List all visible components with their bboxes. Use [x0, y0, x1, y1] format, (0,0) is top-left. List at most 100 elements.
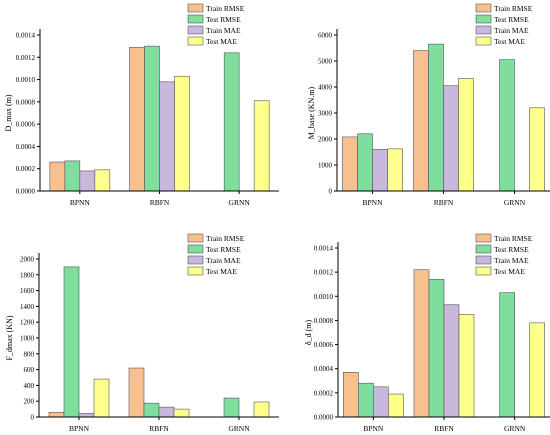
bar-grnn-test-mae: [253, 100, 270, 192]
bar-rbfn-train-mae: [159, 81, 175, 192]
y-tick-label: 0.0004: [314, 365, 334, 373]
bar-rbfn-test-mae: [458, 78, 474, 192]
y-tick-label: 1400: [20, 303, 35, 311]
y-tick-label: 0.0010: [16, 76, 36, 84]
bar-rbfn-test-mae: [174, 75, 190, 192]
y-tick-label: 0.0008: [314, 317, 334, 325]
legend-label: Train RMSE: [494, 234, 533, 243]
chart-panel-3: 0 200 400 600 800 1000 1200 1400 1600 1800 2000 BPN…: [5, 233, 279, 433]
legend-swatch-train-mae: [187, 25, 204, 35]
y-tick-label: 0.0012: [16, 54, 36, 62]
x-tick-label-bpnn: BPNN: [362, 198, 383, 207]
legend-label: Test RMSE: [206, 245, 241, 254]
bar-grnn-test-mae: [529, 322, 545, 418]
bar-rbfn-train-mae: [158, 406, 175, 418]
legend-swatch-test-mae: [187, 36, 204, 46]
legend-swatch-test-rmse: [187, 244, 204, 254]
legend-swatch-train-rmse: [475, 233, 492, 243]
x-tick-label-rbfn: RBFN: [434, 424, 454, 433]
y-tick-label: 600: [24, 366, 35, 374]
legend-swatch-test-rmse: [187, 14, 204, 24]
y-tick-label: 800: [24, 350, 35, 358]
legend-swatch-test-mae: [475, 266, 492, 276]
bar-bpnn-test-rmse: [358, 382, 374, 418]
bar-bpnn-test-mae: [388, 393, 404, 418]
bar-rbfn-train-rmse: [413, 269, 430, 418]
bar-bpnn-test-rmse: [357, 133, 373, 192]
y-tick-label: 4000: [318, 84, 333, 92]
y-tick-label: 400: [24, 382, 35, 390]
x-tick-label-rbfn: RBFN: [149, 424, 169, 433]
bar-bpnn-train-rmse: [48, 411, 65, 418]
chart-panel-2: 0 1000 2000 3000 4000 5000 6000 BPNN RBFN GRNN M_b…: [307, 3, 550, 207]
y-axis-label: M_base (KN.m): [307, 86, 316, 139]
x-tick-label-grnn: GRNN: [504, 424, 526, 433]
bar-rbfn-test-mae: [173, 408, 190, 418]
legend: Train RMSE Test RMSE Train MAE Test MAE: [187, 3, 245, 46]
x-tick-label-bpnn: BPNN: [363, 424, 384, 433]
bar-bpnn-test-rmse: [64, 160, 81, 192]
legend: Train RMSE Test RMSE Train MAE Test MAE: [475, 233, 533, 276]
y-tick-label: 0.0006: [314, 341, 334, 349]
legend-label: Train RMSE: [206, 4, 245, 13]
legend-swatch-train-mae: [187, 255, 204, 265]
y-tick-label: 0.0000: [16, 188, 36, 196]
y-tick-label: 0.0002: [16, 165, 36, 173]
legend-label: Test MAE: [206, 37, 237, 46]
bar-rbfn-train-rmse: [129, 46, 145, 192]
legend-swatch-train-rmse: [475, 3, 492, 13]
bar-grnn-test-rmse: [499, 59, 515, 192]
y-axis-label: δ_d (m): [304, 320, 313, 346]
y-tick-label: 1600: [20, 287, 35, 295]
y-tick-label: 0.0014: [16, 32, 36, 40]
y-tick-label: 6000: [318, 32, 333, 40]
y-axis-label: D_max (m): [4, 94, 13, 131]
legend: Train RMSE Test RMSE Train MAE Test MAE: [475, 3, 533, 46]
y-tick-label: 1800: [20, 271, 35, 279]
legend-label: Train MAE: [494, 26, 529, 35]
bar-grnn-test-rmse: [499, 292, 515, 418]
bar-rbfn-test-rmse: [144, 45, 160, 192]
bar-rbfn-test-rmse: [143, 402, 160, 418]
x-tick-label-rbfn: RBFN: [150, 198, 170, 207]
legend-label: Train MAE: [206, 26, 241, 35]
bar-bpnn-train-mae: [79, 170, 96, 192]
bar-rbfn-train-rmse: [128, 367, 145, 418]
bar-bpnn-test-mae: [387, 148, 403, 192]
bar-rbfn-test-rmse: [428, 279, 445, 418]
bar-grnn-test-mae: [529, 107, 545, 192]
legend-swatch-train-mae: [475, 255, 492, 265]
legend-swatch-train-mae: [475, 25, 492, 35]
legend-label: Train MAE: [494, 256, 529, 265]
legend: Train RMSE Test RMSE Train MAE Test MAE: [187, 233, 245, 276]
bar-bpnn-train-rmse: [343, 372, 359, 418]
bar-bpnn-train-mae: [373, 386, 389, 418]
legend-label: Test MAE: [494, 37, 525, 46]
y-tick-label: 0.0010: [314, 293, 334, 301]
y-tick-label: 0.0004: [16, 143, 36, 151]
y-tick-label: 0: [329, 188, 333, 196]
bar-bpnn-train-mae: [372, 149, 388, 192]
bar-grnn-test-rmse: [223, 52, 240, 192]
legend-label: Test RMSE: [206, 15, 241, 24]
legend-swatch-test-rmse: [475, 14, 492, 24]
legend-label: Test RMSE: [494, 245, 529, 254]
y-tick-label: 1200: [20, 319, 35, 327]
y-tick-label: 0.0006: [16, 121, 36, 129]
bar-bpnn-test-mae: [93, 378, 110, 418]
y-tick-label: 0: [31, 414, 35, 422]
bar-bpnn-train-rmse: [342, 136, 358, 192]
legend-label: Train RMSE: [494, 4, 533, 13]
x-tick-label-grnn: GRNN: [229, 198, 251, 207]
legend-label: Test RMSE: [494, 15, 529, 24]
x-tick-label-grnn: GRNN: [504, 198, 526, 207]
bar-bpnn-train-mae: [78, 413, 95, 418]
y-tick-label: 2000: [318, 136, 333, 144]
legend-swatch-train-rmse: [187, 3, 204, 13]
legend-swatch-test-mae: [187, 266, 204, 276]
y-tick-label: 3000: [318, 110, 333, 118]
y-tick-label: 0.0002: [314, 389, 334, 397]
legend-label: Test MAE: [206, 267, 237, 276]
legend-label: Test MAE: [494, 267, 525, 276]
